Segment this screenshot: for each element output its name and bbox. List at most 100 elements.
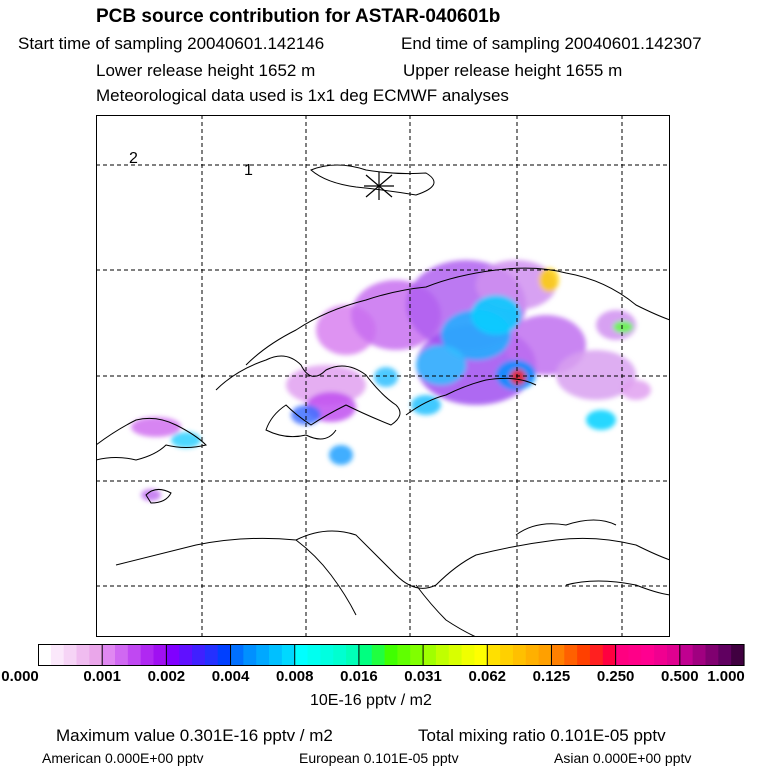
colorbar-swatch [217,644,232,666]
colorbar-swatch [474,644,488,666]
coastlines [96,164,670,637]
plume-patch [374,367,398,387]
colorbar-swatch [230,644,244,666]
plume-patch [141,489,161,501]
colorbar-swatch [307,644,321,666]
colorbar-swatch [50,644,65,666]
colorbar-tick-label: 0.001 [83,668,121,685]
plume-patch [539,268,559,292]
colorbar-swatch [577,644,591,666]
plume-patch [613,321,633,333]
plot-title: PCB source contribution for ASTAR-040601… [96,6,501,27]
colorbar-swatch [679,644,694,666]
colorbar-swatch [705,644,719,666]
american-contribution: American 0.000E+00 pptv [42,750,204,766]
plume-patch [131,417,181,437]
plume-patch [291,405,321,425]
colorbar-swatch [641,644,655,666]
map-frame [96,115,670,637]
colorbar-swatch [76,644,90,666]
colorbar-swatch [102,644,116,666]
colorbar-swatch [281,644,296,666]
map-label-2: 2 [129,150,138,167]
upper-height: Upper release height 1655 m [403,61,623,80]
colorbar-tick-label: 0.062 [468,668,507,685]
plume-patch [556,350,636,400]
end-time: End time of sampling 20040601.142307 [401,34,702,53]
start-time: Start time of sampling 20040601.142146 [18,34,325,53]
colorbar-tick-label: 0.008 [275,668,314,685]
european-contribution: European 0.101E-05 pptv [299,750,459,766]
colorbar-swatch [63,644,78,666]
colorbar-swatch [525,644,540,666]
lower-height: Lower release height 1652 m [96,61,316,80]
colorbar-swatch [89,644,103,666]
colorbar-swatch [115,644,129,666]
colorbar-tick-label: 0.000 [1,668,39,685]
colorbar-swatch [692,644,707,666]
colorbar-swatch [153,644,167,666]
plume-patch [510,369,526,385]
plume-patch [586,410,616,430]
colorbar-tick-label: 1.000 [707,668,745,685]
colorbar-swatch [435,644,450,666]
colorbar [38,644,745,666]
colorbar-swatch [320,644,334,666]
colorbar-tick-label: 0.125 [532,668,571,685]
colorbar-swatch [166,644,180,666]
colorbar-swatch [384,644,399,666]
colorbar-swatch [397,644,411,666]
colorbar-swatch [500,644,514,666]
colorbar-swatch [269,644,283,666]
colorbar-swatch [294,644,309,666]
colorbar-swatch [487,644,501,666]
colorbar-swatch [243,644,257,666]
colorbar-swatch [628,644,642,666]
grid-lines [96,115,670,637]
asian-contribution: Asian 0.000E+00 pptv [554,750,692,766]
plume-patch [416,345,466,385]
colorbar-swatch [538,644,553,666]
plume-patch [621,380,651,400]
colorbar-swatch [461,644,476,666]
colorbar-swatch [127,644,142,666]
plume-patch [171,432,201,448]
colorbar-swatch [448,644,463,666]
colorbar-swatch [256,644,270,666]
colorbar-tick-label: 0.250 [596,668,635,685]
map-label-1: 1 [244,162,253,179]
colorbar-tick-label: 0.004 [211,668,250,685]
colorbar-swatch [654,644,668,666]
colorbar-unit: 10E-16 pptv / m2 [310,692,432,709]
colorbar-swatch [589,644,604,666]
colorbar-swatch [512,644,527,666]
station-marker-icon [364,172,394,200]
colorbar-tick-label: 0.002 [147,668,186,685]
colorbar-swatch [358,644,373,666]
plume-field [131,260,651,501]
plume-patch [411,395,441,415]
colorbar-swatch [140,644,155,666]
colorbar-swatch [371,644,386,666]
colorbar-swatch [192,644,206,666]
colorbar-swatch [551,644,565,666]
colorbar-swatch [564,644,578,666]
colorbar-swatch [333,644,347,666]
colorbar-swatch [731,644,745,666]
colorbar-swatch [423,644,437,666]
plume-patch [329,445,353,465]
colorbar-frame [38,644,745,666]
colorbar-swatch [38,644,52,666]
colorbar-swatch [718,644,732,666]
colorbar-swatch [179,644,193,666]
colorbar-tick-label: 0.500 [661,668,699,685]
colorbar-swatch [410,644,424,666]
colorbar-swatch [666,644,681,666]
colorbar-tick-label: 0.031 [404,668,442,685]
max-value: Maximum value 0.301E-16 pptv / m2 [56,726,333,745]
colorbar-swatch [615,644,630,666]
plume-patch [471,295,521,335]
met-data: Meteorological data used is 1x1 deg ECMW… [96,86,509,105]
colorbar-swatch [602,644,617,666]
